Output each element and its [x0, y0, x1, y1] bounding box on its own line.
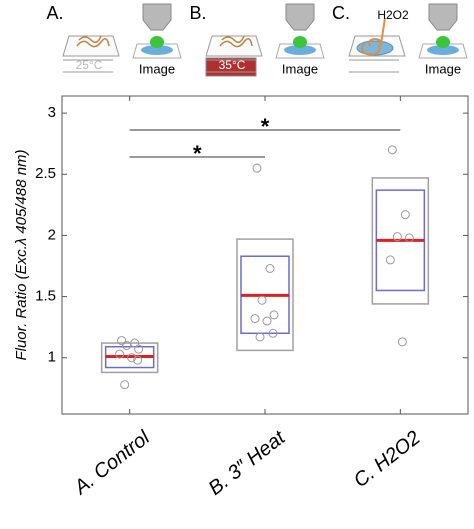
- panel-image-label: Image: [139, 61, 175, 76]
- data-point: [262, 316, 272, 326]
- y-tick-label: 2: [48, 226, 56, 243]
- data-point: [255, 332, 265, 342]
- panel-image-label: Image: [425, 61, 461, 76]
- panel-condition: 25°C: [76, 58, 103, 72]
- data-point: [269, 310, 279, 320]
- y-tick-label: 1.5: [35, 288, 56, 305]
- dish: [356, 40, 394, 56]
- data-point: [387, 145, 397, 155]
- sample: [427, 45, 459, 55]
- plate-base: [63, 59, 113, 73]
- panel-condition: 35°C: [219, 58, 246, 72]
- worm: [76, 35, 110, 48]
- outer-box: [371, 177, 430, 305]
- data-point: [268, 328, 278, 338]
- worm: [219, 35, 253, 48]
- data-point: [385, 255, 395, 265]
- panel-letter: B.: [189, 3, 206, 23]
- panel-letter: C.: [332, 3, 350, 23]
- data-point: [392, 232, 402, 242]
- y-tick-label: 1: [48, 349, 56, 366]
- panel-letter: A.: [46, 3, 63, 23]
- data-point: [404, 233, 414, 243]
- x-tick-label: C. H2O2: [350, 427, 425, 492]
- y-axis-label: Fluor. Ratio (Exc.λ 405/488 nm): [13, 149, 30, 360]
- fluor: [436, 36, 450, 48]
- data-point: [122, 341, 132, 351]
- y-tick-label: 3: [48, 104, 56, 121]
- significance-label: *: [261, 114, 270, 139]
- data-point: [134, 344, 144, 354]
- plot-frame: [61, 95, 469, 415]
- objective: [285, 3, 315, 31]
- y-tick-label: 2.5: [35, 165, 56, 182]
- data-point: [115, 349, 125, 359]
- data-point: [252, 163, 262, 173]
- fluor: [150, 36, 164, 48]
- fluor: [293, 36, 307, 48]
- data-point: [117, 336, 127, 346]
- x-tick-label: A. Control: [70, 426, 155, 499]
- plate-base: [206, 59, 256, 73]
- x-tick-label: B. 3″ Heat: [204, 426, 290, 500]
- data-point: [265, 263, 275, 273]
- objective: [428, 3, 458, 31]
- data-point: [400, 210, 410, 220]
- panel-condition: H2O2: [377, 8, 409, 22]
- data-point: [257, 295, 267, 305]
- swirl: [360, 17, 386, 56]
- data-point: [133, 355, 143, 365]
- objective: [142, 3, 172, 31]
- outer-box: [236, 238, 294, 352]
- data-point: [120, 380, 130, 390]
- sample: [284, 45, 316, 55]
- data-point: [130, 338, 140, 348]
- sample: [141, 45, 173, 55]
- data-point: [127, 353, 137, 363]
- plate-base: [349, 59, 399, 73]
- data-point: [250, 314, 260, 324]
- panel-image-label: Image: [282, 61, 318, 76]
- significance-label: *: [193, 141, 202, 166]
- data-point: [397, 337, 407, 347]
